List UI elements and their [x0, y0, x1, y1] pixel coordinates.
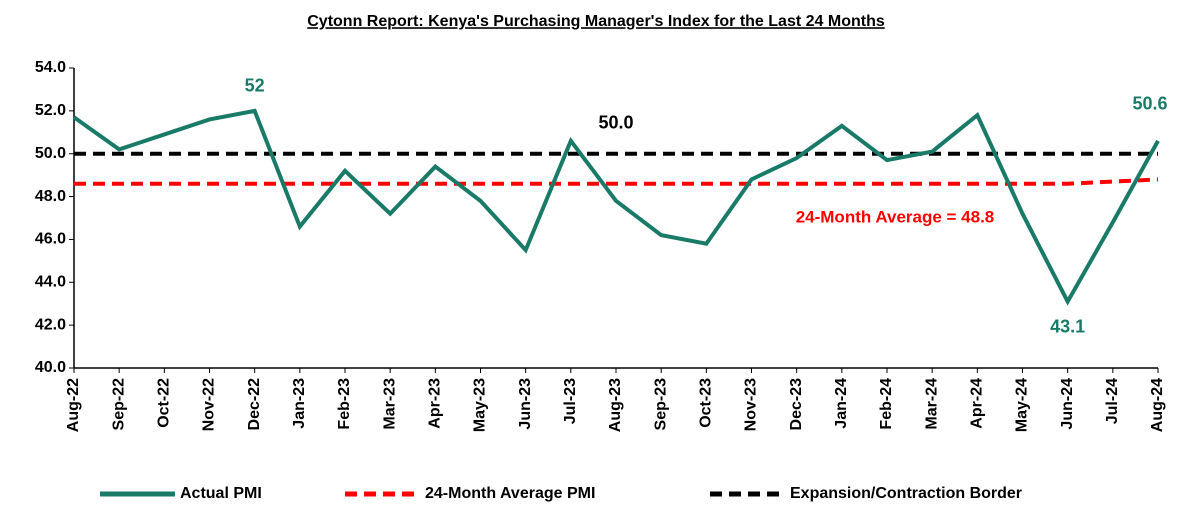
x-tick-label: Feb-24: [878, 378, 895, 430]
y-tick-label: 48.0: [35, 188, 66, 205]
x-tick-label: Feb-23: [336, 378, 353, 430]
y-tick-label: 44.0: [35, 274, 66, 291]
x-tick-label: Apr-23: [427, 378, 444, 429]
x-tick-label: Jul-23: [562, 378, 579, 424]
x-tick-label: Nov-23: [743, 378, 760, 431]
x-tick-label: May-23: [472, 378, 489, 432]
y-tick-label: 42.0: [35, 316, 66, 333]
x-tick-label: Oct-23: [698, 378, 715, 428]
data-label: 43.1: [1050, 316, 1085, 336]
data-label: 50.6: [1132, 94, 1167, 114]
x-tick-label: Aug-22: [65, 378, 82, 432]
legend-label: 24-Month Average PMI: [425, 485, 595, 502]
y-tick-label: 46.0: [35, 231, 66, 248]
x-tick-label: Jun-24: [1059, 378, 1076, 430]
y-tick-label: 52.0: [35, 102, 66, 119]
chart-title: Cytonn Report: Kenya's Purchasing Manage…: [307, 13, 885, 30]
x-tick-label: Mar-24: [923, 378, 940, 430]
x-tick-label: Sep-22: [110, 378, 127, 431]
x-tick-label: Nov-22: [201, 378, 218, 431]
x-tick-label: Jul-24: [1104, 378, 1121, 424]
x-tick-label: Jan-23: [291, 378, 308, 429]
y-tick-label: 50.0: [35, 145, 66, 162]
x-tick-label: Oct-22: [156, 378, 173, 428]
x-tick-label: Aug-24: [1149, 378, 1166, 432]
x-tick-label: Aug-23: [607, 378, 624, 432]
data-label: 50.0: [598, 112, 633, 132]
x-tick-label: Mar-23: [381, 378, 398, 430]
x-tick-label: Apr-24: [969, 378, 986, 429]
y-tick-label: 40.0: [35, 359, 66, 376]
y-tick-label: 54.0: [35, 59, 66, 76]
x-tick-label: Jan-24: [833, 378, 850, 429]
annotation: 24-Month Average = 48.8: [796, 207, 995, 226]
x-tick-label: May-24: [1014, 378, 1031, 432]
legend-label: Actual PMI: [180, 485, 262, 502]
x-tick-label: Dec-23: [788, 378, 805, 431]
data-label: 52: [245, 76, 265, 96]
line: [74, 177, 1159, 186]
legend-label: Expansion/Contraction Border: [790, 485, 1022, 502]
line: [72, 108, 1160, 306]
x-tick-label: Dec-22: [246, 378, 263, 431]
x-tick-label: Jun-23: [517, 378, 534, 430]
x-tick-label: Sep-23: [652, 378, 669, 431]
